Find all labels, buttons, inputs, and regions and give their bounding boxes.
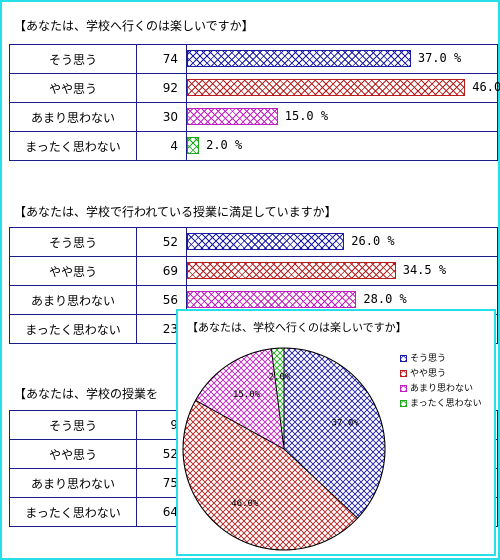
count-cell: 74 (136, 44, 187, 74)
bar-cell: 37.0 % (186, 44, 498, 74)
legend-swatch (400, 355, 407, 362)
bar (187, 50, 411, 67)
table-row: そう思う 74 37.0 % (9, 44, 498, 74)
count-cell: 4 (136, 131, 187, 161)
count-cell: 69 (136, 256, 187, 286)
survey-table-1: そう思う 74 37.0 % やや思う 92 46.0 % あまり思わない 30… (9, 44, 500, 161)
table-row: まったく思わない 4 2.0 % (9, 131, 498, 161)
legend-label: そう思う (410, 354, 447, 364)
pie-data-label: 37.0% (332, 419, 360, 429)
bar (187, 291, 357, 308)
category-label: やや思う (9, 256, 137, 286)
category-label: やや思う (9, 439, 137, 469)
bar-cell: 34.5 % (186, 256, 498, 286)
category-label: そう思う (9, 44, 137, 74)
pie-data-label: 15.0% (233, 390, 261, 400)
bar (187, 233, 345, 250)
category-label: まったく思わない (9, 131, 137, 161)
category-label: あまり思わない (9, 102, 137, 132)
percent-label: 26.0 % (351, 234, 395, 248)
count-cell: 30 (136, 102, 187, 132)
table-row: やや思う 92 46.0 % (9, 73, 500, 103)
section-title-3: 【あなたは、学校の授業を (14, 387, 159, 401)
category-label: そう思う (9, 227, 137, 257)
bar-cell: 26.0 % (186, 227, 498, 257)
legend-item: まったく思わない (400, 396, 482, 409)
percent-label: 46.0 % (472, 80, 500, 94)
pie-data-label: 46.0% (231, 499, 259, 509)
pie-chart: 37.0% 46.0% 15.0% 2.0% (182, 347, 386, 551)
section-title-1: 【あなたは、学校へ行くのは楽しいですか】 (14, 19, 254, 33)
percent-label: 15.0 % (284, 109, 329, 123)
category-label: そう思う (9, 410, 137, 440)
table-row: あまり思わない 30 15.0 % (9, 102, 498, 132)
legend-item: あまり思わない (400, 381, 473, 394)
category-label: まったく思わない (9, 497, 137, 527)
percent-label: 28.0 % (363, 292, 407, 306)
section-title-2: 【あなたは、学校で行われている授業に満足していますか】 (14, 205, 337, 219)
bar (187, 262, 396, 279)
bar-cell: 15.0 % (186, 102, 498, 132)
bar-cell: 2.0 % (186, 131, 498, 161)
legend-item: やや思う (400, 366, 446, 379)
legend-label: あまり思わない (410, 384, 474, 394)
bar-cell: 46.0 % (186, 73, 500, 103)
category-label: あまり思わない (9, 468, 137, 498)
category-label: まったく思わない (9, 314, 137, 344)
bar (187, 108, 278, 125)
pie-chart-title: 【あなたは、学校へ行くのは楽しいですか】 (187, 321, 407, 334)
percent-label: 37.0 % (417, 51, 462, 65)
table-row: やや思う 69 34.5 % (9, 256, 498, 286)
bar (187, 137, 200, 154)
legend-swatch (400, 370, 407, 377)
percent-label: 34.5 % (402, 263, 447, 277)
percent-label: 2.0 % (206, 138, 243, 152)
category-label: やや思う (9, 73, 137, 103)
category-label: あまり思わない (9, 285, 137, 315)
pie-chart-popup: 【あなたは、学校へ行くのは楽しいですか】 37.0% 46.0% 15.0% 2.0%… (176, 309, 496, 556)
legend-label: まったく思わない (410, 399, 482, 409)
legend-swatch (400, 385, 407, 392)
pie-data-label: 2.0% (269, 372, 291, 382)
legend-swatch (400, 400, 407, 407)
bar (187, 79, 466, 96)
legend-label: やや思う (410, 369, 447, 379)
legend-item: そう思う (400, 351, 446, 364)
count-cell: 52 (136, 227, 187, 257)
table-row: そう思う 52 26.0 % (9, 227, 498, 257)
pie-outline (182, 347, 386, 551)
count-cell: 92 (136, 73, 187, 103)
